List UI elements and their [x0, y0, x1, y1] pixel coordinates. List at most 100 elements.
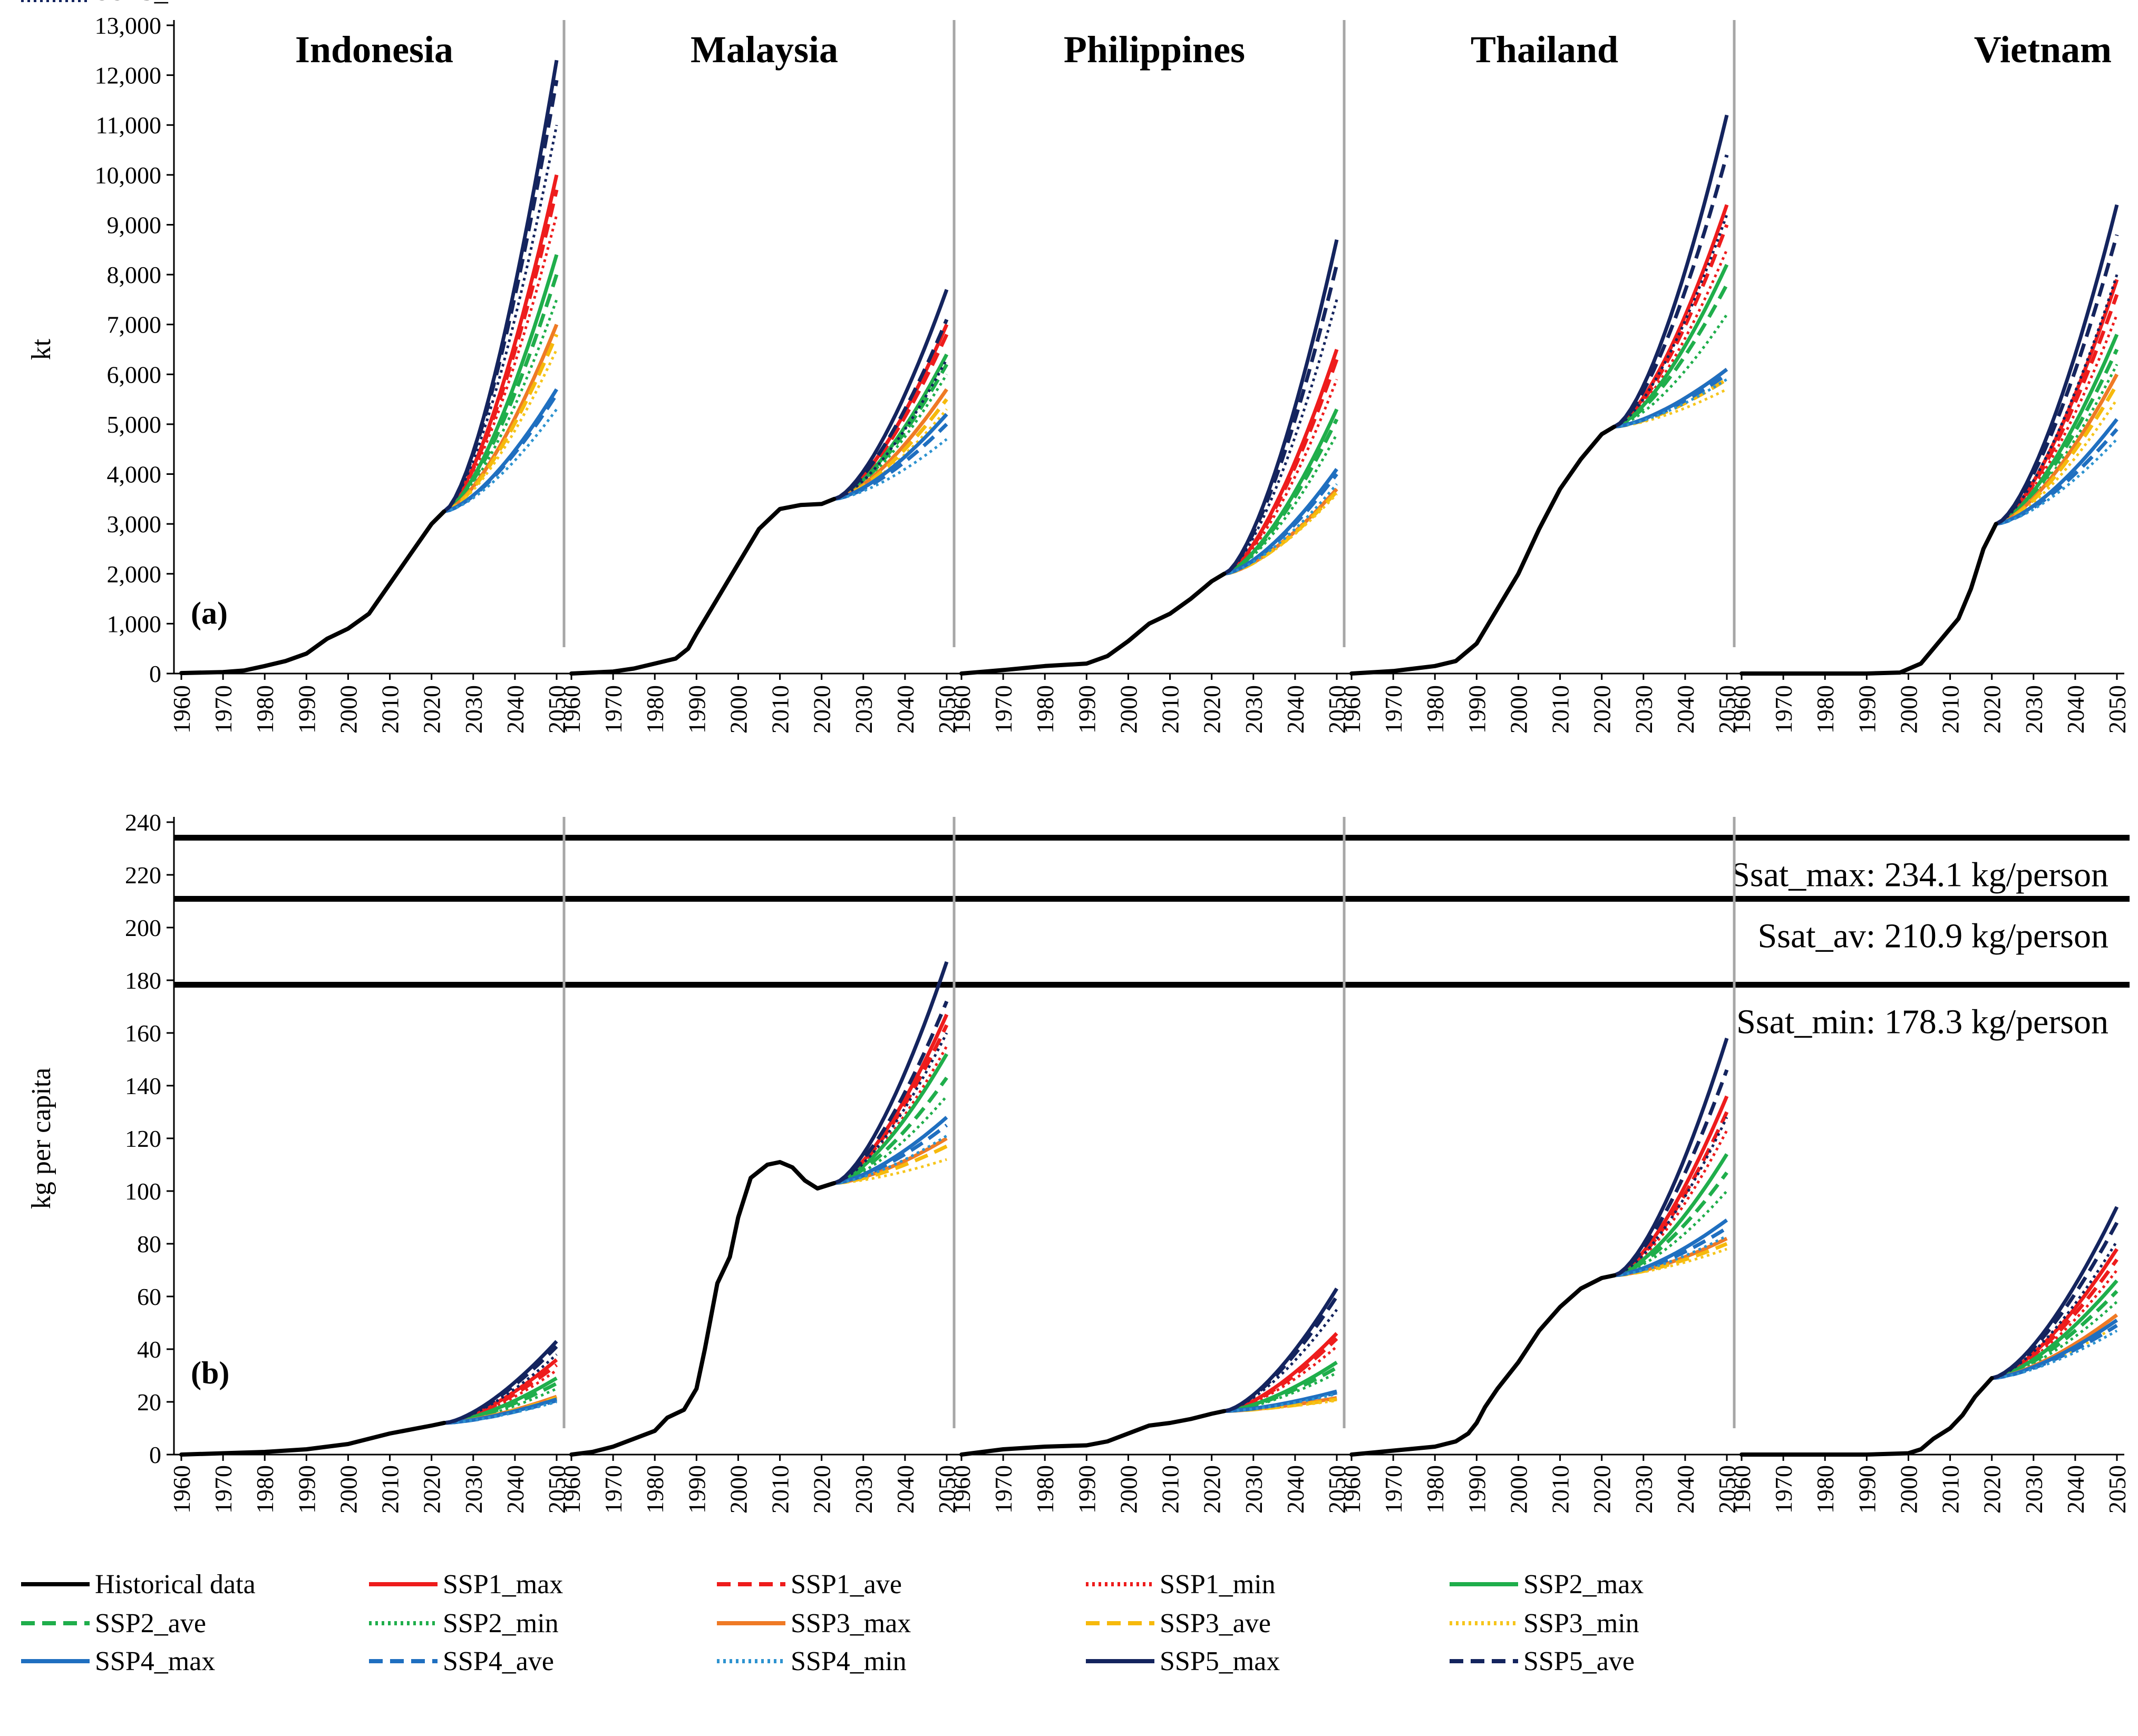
- series-ssp3-min: [1614, 1247, 1727, 1277]
- x-tick-label: 2040: [502, 685, 529, 734]
- x-tick-label: 2040: [2062, 685, 2089, 734]
- x-tick-label: 1980: [1422, 685, 1449, 734]
- x-tick-label: 2030: [850, 1465, 877, 1514]
- x-tick-label: 2040: [1282, 1465, 1309, 1514]
- series-ssp5-min: [444, 1353, 558, 1425]
- facet-vietnam: 1960 1970 1980 1990 2000 2010 2020 2030 2040 2050…: [1728, 20, 2131, 734]
- series-ssp3-ave: [1224, 1397, 1337, 1413]
- facet-malaysia: 1960 1970 1980 1990 2000 2010 2020 2030 2040 2050…: [558, 20, 960, 734]
- x-tick-label: 1990: [293, 685, 320, 734]
- series-ssp5-ave: [833, 1000, 949, 1185]
- saturation-label: Ssat_min: 178.3 kg/person: [1736, 1003, 2108, 1041]
- series-ssp5-ave: [443, 1345, 558, 1425]
- series-historical: [179, 1421, 446, 1457]
- x-tick-label: 2000: [725, 1465, 752, 1514]
- legend-label: SSP3_max: [791, 1608, 911, 1639]
- legend-label: SSP3_min: [1523, 1608, 1639, 1639]
- x-tick-label: 2000: [335, 1465, 362, 1514]
- saturation-label: Ssat_max: 234.1 kg/person: [1731, 856, 2108, 894]
- x-tick-label: 2020: [1589, 1465, 1616, 1514]
- legend-item: SSP5_max: [1086, 1646, 1280, 1676]
- series-ssp1-ave: [443, 189, 559, 513]
- y-axis-title: kt: [26, 338, 56, 360]
- x-tick-label: 2040: [2062, 1465, 2089, 1514]
- x-tick-label: 2040: [1672, 1465, 1699, 1514]
- series-ssp2-min: [443, 299, 558, 513]
- series-ssp4-min: [444, 1400, 557, 1425]
- y-tick-label: 0: [149, 1441, 161, 1468]
- facet-vietnam: 1960 1970 1980 1990 2000 2010 2020 2030 2040 2050: [1728, 817, 2131, 1514]
- legend-item: SSP1_max: [369, 1569, 563, 1600]
- series-ssp4-min: [1614, 378, 1728, 428]
- x-tick-label: 2000: [335, 685, 362, 734]
- series-ssp2-max: [443, 254, 559, 513]
- series-ssp5-max: [1991, 1206, 2119, 1380]
- y-tick-label: 8,000: [107, 261, 162, 288]
- x-tick-label: 1970: [990, 685, 1017, 734]
- y-tick-label: 240: [125, 809, 161, 836]
- x-tick-label: 1980: [1422, 1465, 1449, 1514]
- facet-philippines: 1960 1970 1980 1990 2000 2010 2020 2030 2040 2050…: [948, 20, 1350, 734]
- series-ssp2-ave: [833, 1076, 948, 1185]
- x-tick-label: 2020: [809, 1465, 835, 1514]
- legend-item: SSP5_min: [21, 0, 211, 6]
- legend-item: SSP3_ave: [1086, 1608, 1271, 1639]
- x-tick-label: 1990: [683, 1465, 710, 1514]
- x-tick-label: 1970: [210, 685, 237, 734]
- x-tick-label: 2020: [1979, 685, 2006, 734]
- x-tick-label: 1970: [1380, 685, 1407, 734]
- x-tick-label: 2010: [1547, 685, 1574, 734]
- series-ssp2-ave: [1223, 418, 1339, 576]
- x-tick-label: 2020: [1979, 1465, 2006, 1514]
- legend-label: SSP1_ave: [791, 1569, 902, 1600]
- x-tick-label: 1990: [683, 685, 710, 734]
- series-ssp4-min: [1614, 1234, 1728, 1277]
- y-tick-label: 11,000: [95, 112, 161, 139]
- x-tick-label: 1990: [1853, 685, 1880, 734]
- x-tick-label: 1990: [293, 1465, 320, 1514]
- x-tick-label: 1960: [1338, 685, 1365, 734]
- y-tick-label: 5,000: [107, 411, 162, 438]
- series-ssp4-max: [833, 413, 948, 501]
- facet-indonesia: 1960 1970 1980 1990 2000 2010 2020 2030 2040 2050…: [168, 28, 570, 734]
- series-ssp2-min: [444, 1387, 558, 1425]
- legend-label: SSP2_ave: [95, 1608, 206, 1639]
- series-ssp5-max: [1995, 204, 2119, 526]
- series-ssp4-min: [1991, 1329, 2118, 1380]
- x-tick-label: 2040: [1282, 685, 1309, 734]
- series-ssp2-ave: [1614, 1171, 1728, 1277]
- x-tick-label: 1980: [642, 1465, 668, 1514]
- series-ssp4-min: [1996, 438, 2118, 525]
- series-historical: [1349, 424, 1617, 676]
- series-ssp3-ave: [443, 334, 559, 513]
- y-tick-label: 3,000: [107, 511, 162, 538]
- series-historical: [959, 1409, 1227, 1457]
- facet-philippines: 1960 1970 1980 1990 2000 2010 2020 2030 2040 2050: [948, 817, 1350, 1514]
- legend-label: SSP5_min: [95, 0, 211, 6]
- legend-label: SSP1_max: [443, 1569, 563, 1600]
- x-tick-label: 2030: [460, 1465, 487, 1514]
- legend-label: Historical data: [95, 1569, 256, 1600]
- x-tick-label: 2020: [809, 685, 835, 734]
- x-tick-label: 1970: [990, 1465, 1017, 1514]
- series-ssp1-min: [1614, 249, 1728, 428]
- x-tick-label: 2000: [1115, 685, 1142, 734]
- country-title: Philippines: [1064, 28, 1245, 71]
- x-tick-label: 2000: [1115, 1465, 1142, 1514]
- panel-label: (b): [191, 1355, 229, 1390]
- legend-label: SSP4_min: [791, 1646, 907, 1676]
- x-tick-label: 1980: [251, 1465, 278, 1514]
- series-ssp5-ave: [1223, 264, 1339, 576]
- legend-item: SSP4_min: [717, 1646, 907, 1676]
- legend-item: SSP1_min: [1086, 1569, 1276, 1600]
- x-tick-label: 2020: [1199, 685, 1226, 734]
- series-ssp1-ave: [1223, 358, 1339, 576]
- x-tick-label: 2020: [1199, 1465, 1226, 1514]
- x-tick-label: 1980: [1812, 685, 1839, 734]
- series-ssp2-min: [1224, 1371, 1338, 1412]
- legend-item: SSP4_ave: [369, 1646, 554, 1676]
- country-title: Vietnam: [1974, 28, 2112, 71]
- x-tick-label: 2000: [1895, 1465, 1922, 1514]
- y-tick-label: 180: [125, 967, 161, 994]
